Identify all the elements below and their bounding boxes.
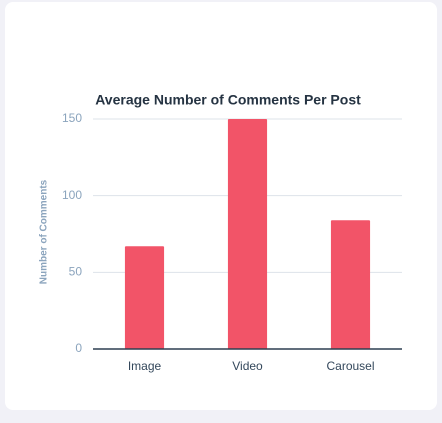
bar [124, 246, 165, 349]
bar [227, 119, 268, 349]
chart-title: Average Number of Comments Per Post [95, 92, 361, 108]
bar [330, 220, 371, 349]
x-tick-label: Image [128, 359, 162, 373]
x-tick-label: Carousel [326, 359, 374, 373]
y-tick-label: 100 [62, 188, 82, 202]
y-tick-label: 150 [62, 111, 82, 125]
y-tick-label: 0 [75, 341, 82, 355]
y-axis-label: Number of Comments [39, 179, 50, 284]
x-tick-label: Video [232, 359, 263, 373]
y-tick-label: 50 [69, 265, 83, 279]
